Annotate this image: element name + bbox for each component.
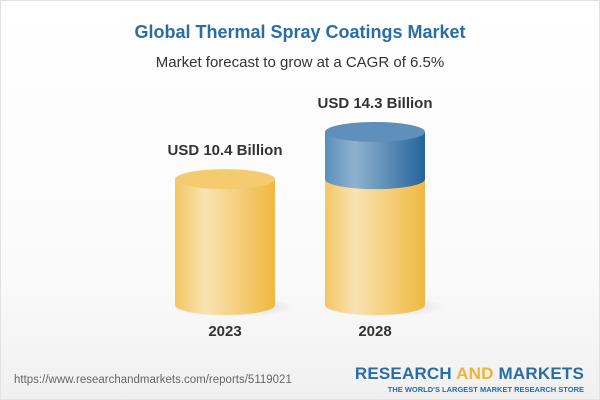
chart-title: Global Thermal Spray Coatings Market: [134, 22, 466, 42]
category-label: 2028: [358, 323, 391, 340]
data-label: USD 14.3 Billion: [317, 95, 432, 112]
cylinder-top-2028: [325, 121, 425, 142]
logo-tagline: THE WORLD'S LARGEST MARKET RESEARCH STOR…: [387, 385, 584, 394]
data-label: USD 10.4 Billion: [167, 142, 282, 159]
cylinder-base-2023: [175, 179, 275, 315]
cylinder-top-2023: [175, 169, 275, 190]
cylinder-chart: USD 10.4 Billion 2023 USD 14.3 Billion 2028: [167, 95, 445, 340]
chart-subtitle: Market forecast to grow at a CAGR of 6.5…: [155, 54, 445, 71]
cylinder-growth-2028: [325, 131, 425, 190]
cylinder-base-2028: [325, 179, 425, 315]
research-and-markets-logo: RESEARCH AND MARKETS THE WORLD'S LARGEST…: [354, 364, 584, 394]
source-url[interactable]: https://www.researchandmarkets.com/repor…: [14, 374, 292, 386]
category-label: 2023: [208, 323, 241, 340]
